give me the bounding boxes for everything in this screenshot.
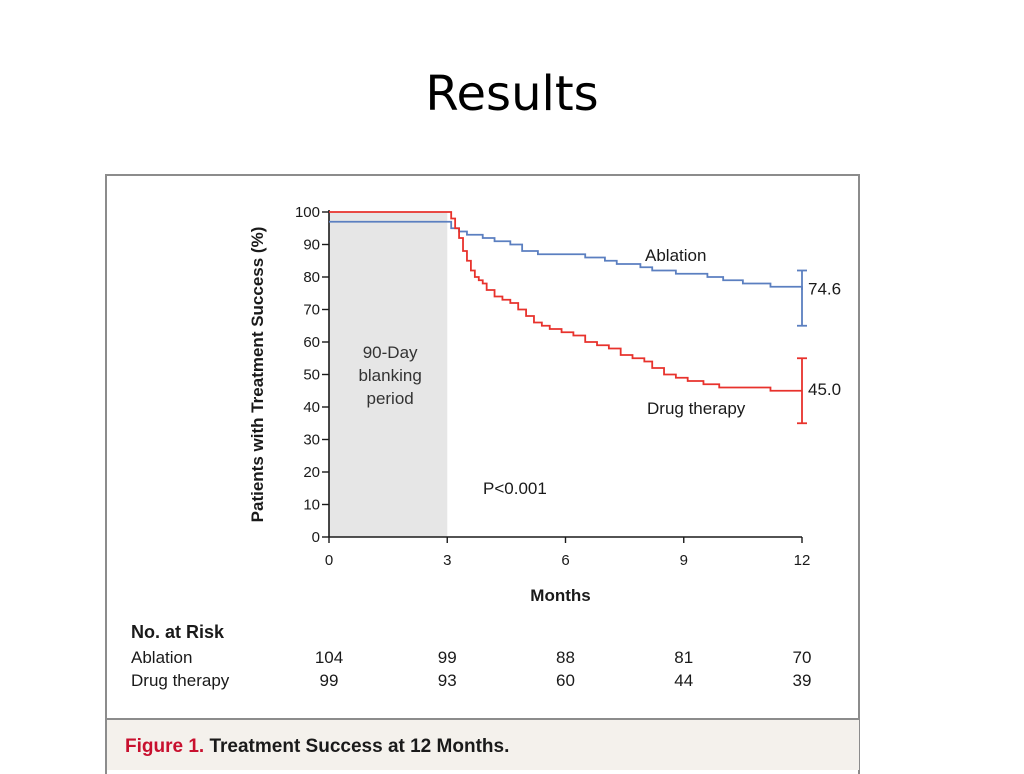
x-tick-label: 0 [325,552,333,569]
ablation-series-label: Ablation [645,246,706,265]
risk-count: 81 [674,648,693,667]
blanking-period-label: 90-Day [363,343,418,362]
y-tick-label: 60 [303,334,320,351]
x-tick-label: 12 [794,552,811,569]
risk-row-label: Drug therapy [131,671,230,690]
risk-count: 104 [315,648,343,667]
y-tick-label: 70 [303,302,320,319]
y-tick-label: 100 [295,204,320,221]
drug-therapy-final-value: 45.0 [808,380,841,399]
p-value-annotation: P<0.001 [483,479,547,498]
ablation-final-value: 74.6 [808,279,841,298]
blanking-period-label: period [366,389,413,408]
x-tick-label: 6 [561,552,569,569]
x-tick-label: 9 [680,552,688,569]
risk-row-label: Ablation [131,648,192,667]
ablation-curve [329,220,803,290]
y-axis-title: Patients with Treatment Success (%) [248,227,267,523]
blanking-period-region [329,212,448,537]
y-tick-label: 10 [303,497,320,514]
y-tick-label: 40 [303,399,320,416]
drug-therapy-series-label: Drug therapy [647,399,746,418]
risk-count: 70 [793,648,812,667]
y-tick-label: 80 [303,269,320,286]
y-tick-label: 90 [303,237,320,254]
risk-table-title: No. at Risk [131,622,225,642]
y-tick-label: 50 [303,367,320,384]
risk-count: 99 [320,671,339,690]
figure-caption-bar: Figure 1. Treatment Success at 12 Months… [107,718,859,770]
y-tick-label: 30 [303,432,320,449]
figure-frame [105,174,860,774]
risk-count: 93 [438,671,457,690]
x-axis-title: Months [530,586,590,605]
x-tick-label: 3 [443,552,451,569]
y-tick-label: 0 [312,529,320,546]
risk-count: 99 [438,648,457,667]
figure-caption-text: Treatment Success at 12 Months. [209,736,510,757]
figure-label: Figure 1. [125,736,205,757]
figure-caption: Figure 1. Treatment Success at 12 Months… [125,736,509,758]
y-tick-label: 20 [303,464,320,481]
risk-count: 44 [674,671,693,690]
risk-count: 39 [793,671,812,690]
slide-title: Results [425,66,599,122]
drug-therapy-curve [329,211,802,392]
risk-count: 88 [556,648,575,667]
blanking-period-label: blanking [358,366,421,385]
risk-count: 60 [556,671,575,690]
